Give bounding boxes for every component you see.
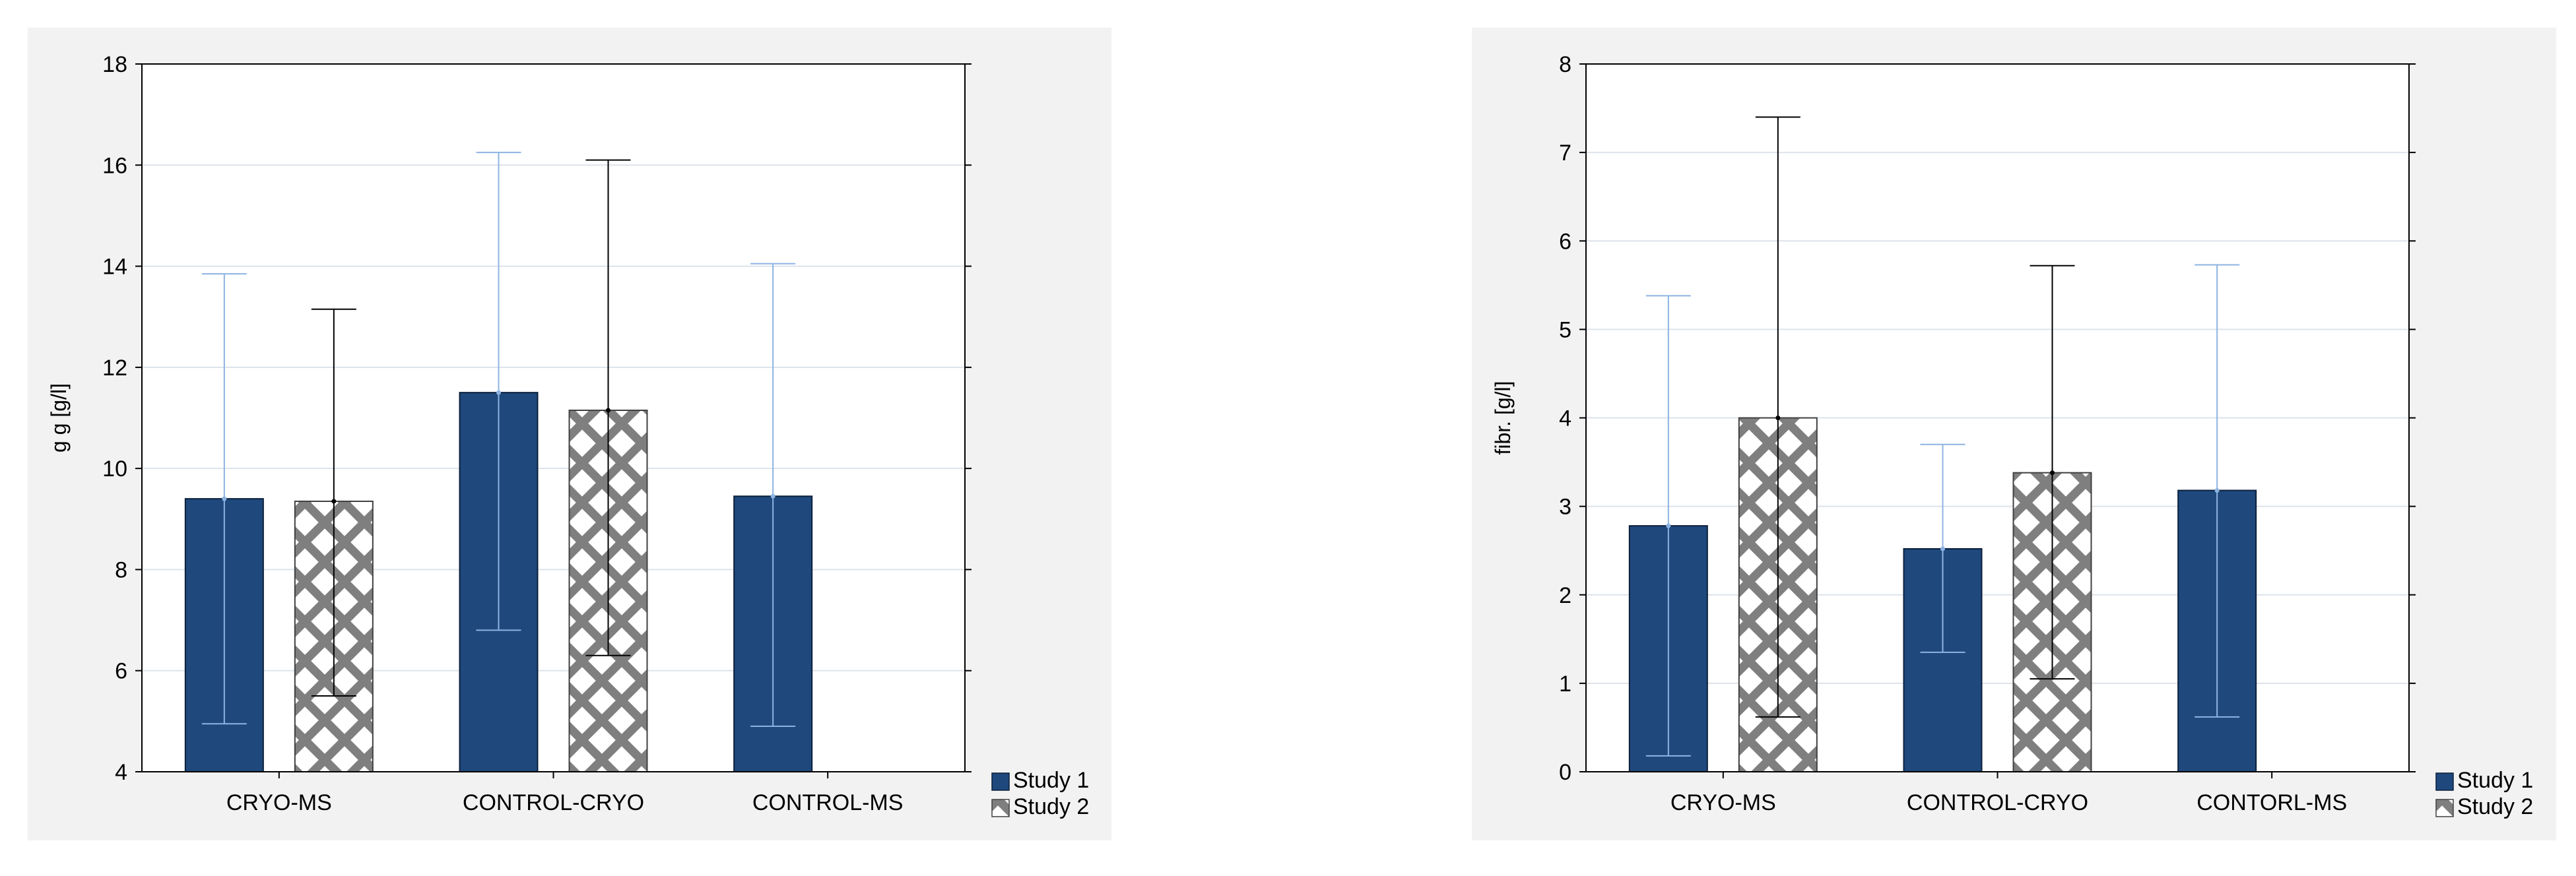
chart-panel-fibr: 0 1 2 3 4 5 6 7 8 fibr. [g/l] CRYO-MS CONTROL-CRYO C… xyxy=(1472,28,2556,840)
legend-swatch-study1 xyxy=(991,772,1010,791)
x-tick-label-contorl-ms: CONTORL-MS xyxy=(2196,790,2347,815)
error-bar-study2-control-cryo xyxy=(585,159,631,656)
error-bar-study1-control-ms xyxy=(750,263,796,728)
error-bar-study1-contorl-ms xyxy=(2195,264,2240,718)
legend-label-study2: Study 2 xyxy=(2457,794,2533,819)
error-bar-study1-control-cryo xyxy=(1920,443,1965,653)
y-tick-label: 4 xyxy=(115,760,127,785)
y-tick-label: 16 xyxy=(102,153,127,178)
y-tick-label: 6 xyxy=(1559,229,1571,254)
chart-fibr: 0 1 2 3 4 5 6 7 8 fibr. [g/l] CRYO-MS CONTROL-CRYO C… xyxy=(1491,52,2533,819)
y-tick-label: 14 xyxy=(102,255,127,280)
y-tick-label: 8 xyxy=(115,557,127,582)
x-tick-label-cryo-ms: CRYO-MS xyxy=(226,790,332,815)
x-tick-label-control-cryo: CONTROL-CRYO xyxy=(463,790,644,815)
chart-panel-gg: 4 6 8 10 12 14 16 18 g g [g/l] CRYO-MS CONTROL-CRY… xyxy=(28,28,1111,840)
y-tick-label: 5 xyxy=(1559,317,1571,342)
y-tick-label: 12 xyxy=(102,356,127,381)
x-tick-label-cryo-ms: CRYO-MS xyxy=(1670,790,1776,815)
legend-swatch-study2 xyxy=(2435,799,2454,817)
plot-frame xyxy=(141,63,966,772)
chart-gg: 4 6 8 10 12 14 16 18 g g [g/l] CRYO-MS CONTROL-CRY… xyxy=(47,52,1089,819)
legend-swatch-study2 xyxy=(991,799,1010,817)
y-tick-label: 10 xyxy=(102,456,127,482)
legend-swatch-study1 xyxy=(2435,772,2454,791)
legend-label-study1: Study 1 xyxy=(1013,768,1089,793)
y-tick-label: 1 xyxy=(1559,672,1571,697)
x-tick-label-control-ms: CONTROL-MS xyxy=(752,790,904,815)
error-bar-study1-cryo-ms xyxy=(1645,295,1691,757)
y-tick-label: 7 xyxy=(1559,141,1571,166)
y-tick-label: 18 xyxy=(102,52,127,77)
legend-label-study2: Study 2 xyxy=(1013,794,1089,819)
y-axis-label: fibr. [g/l] xyxy=(1491,381,1515,454)
plot-area xyxy=(142,64,965,772)
error-bar-study2-cryo-ms xyxy=(311,308,356,697)
y-tick-label: 3 xyxy=(1559,495,1571,520)
legend-label-study1: Study 1 xyxy=(2457,768,2533,793)
y-tick-label: 4 xyxy=(1559,406,1571,431)
error-bar-study2-control-cryo xyxy=(2030,265,2075,680)
plot-frame xyxy=(1585,63,2410,772)
y-axis-label: g g [g/l] xyxy=(47,383,71,453)
error-bar-study1-control-cryo xyxy=(476,152,521,631)
error-bar-study2-cryo-ms xyxy=(1755,116,1800,718)
y-tick-label: 2 xyxy=(1559,583,1571,608)
y-tick-label: 0 xyxy=(1559,760,1571,785)
x-tick-label-control-cryo: CONTROL-CRYO xyxy=(1907,790,2088,815)
y-tick-label: 6 xyxy=(115,659,127,684)
y-tick-label: 8 xyxy=(1559,52,1571,77)
error-bar-study1-cryo-ms xyxy=(201,273,247,725)
